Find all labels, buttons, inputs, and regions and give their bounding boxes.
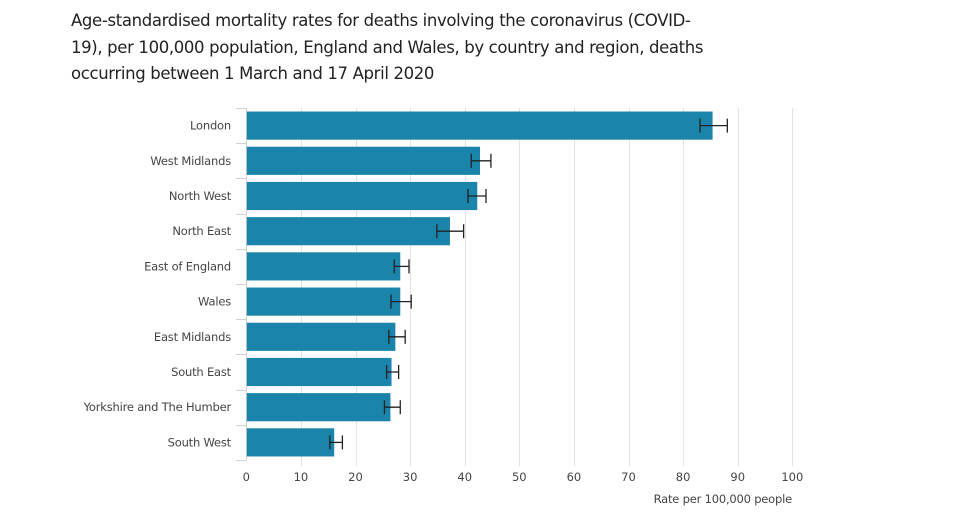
x-tick-label: 50 xyxy=(512,470,527,484)
x-tick-label: 40 xyxy=(457,470,472,484)
error-bar xyxy=(699,118,728,133)
error-bar xyxy=(470,153,492,168)
y-axis xyxy=(236,108,247,461)
category-label: North West xyxy=(169,189,232,203)
bar xyxy=(246,217,450,246)
x-tick-label: 60 xyxy=(567,470,582,484)
bar xyxy=(246,357,392,387)
bars xyxy=(246,111,713,457)
x-tick-label: 10 xyxy=(294,470,309,484)
category-label: Wales xyxy=(198,295,231,309)
category-label: London xyxy=(190,119,231,133)
category-label: East of England xyxy=(144,259,231,273)
x-tick-label: 20 xyxy=(348,470,363,484)
category-label: South East xyxy=(171,365,232,379)
category-label: East Midlands xyxy=(154,330,231,344)
error-bar xyxy=(385,365,400,379)
category-label: West Midlands xyxy=(150,154,231,168)
category-label: North East xyxy=(172,224,231,238)
bar xyxy=(246,181,478,211)
category-labels: London West Midlands North West North East E… xyxy=(83,119,232,450)
bar xyxy=(246,393,391,422)
bar xyxy=(246,287,401,316)
chart-title: Age-standardised mortality rates for dea… xyxy=(71,11,704,83)
category-label: South West xyxy=(168,435,232,449)
x-tick-label: 70 xyxy=(621,470,636,484)
bar xyxy=(246,111,713,140)
error-bar xyxy=(393,259,410,274)
bar xyxy=(246,322,396,351)
error-bars xyxy=(329,118,728,450)
bar xyxy=(246,428,335,457)
x-tick-label: 90 xyxy=(730,470,745,484)
error-bar xyxy=(390,294,412,309)
error-bar xyxy=(467,189,487,203)
x-tick-label: 80 xyxy=(676,470,691,484)
error-bar xyxy=(388,329,406,344)
x-tick-labels: 0 10 20 30 40 50 60 70 80 90 100 xyxy=(243,470,804,484)
category-label: Yorkshire and The Humber xyxy=(83,400,232,414)
x-tick-label: 30 xyxy=(403,470,418,484)
x-tick-label: 100 xyxy=(781,470,803,484)
error-bar xyxy=(383,400,401,415)
error-bar xyxy=(329,435,344,450)
x-tick-label: 0 xyxy=(243,470,250,484)
bar xyxy=(246,252,401,281)
x-axis-title: Rate per 100,000 people xyxy=(654,492,793,506)
error-bar xyxy=(436,224,465,239)
bar xyxy=(246,146,480,175)
